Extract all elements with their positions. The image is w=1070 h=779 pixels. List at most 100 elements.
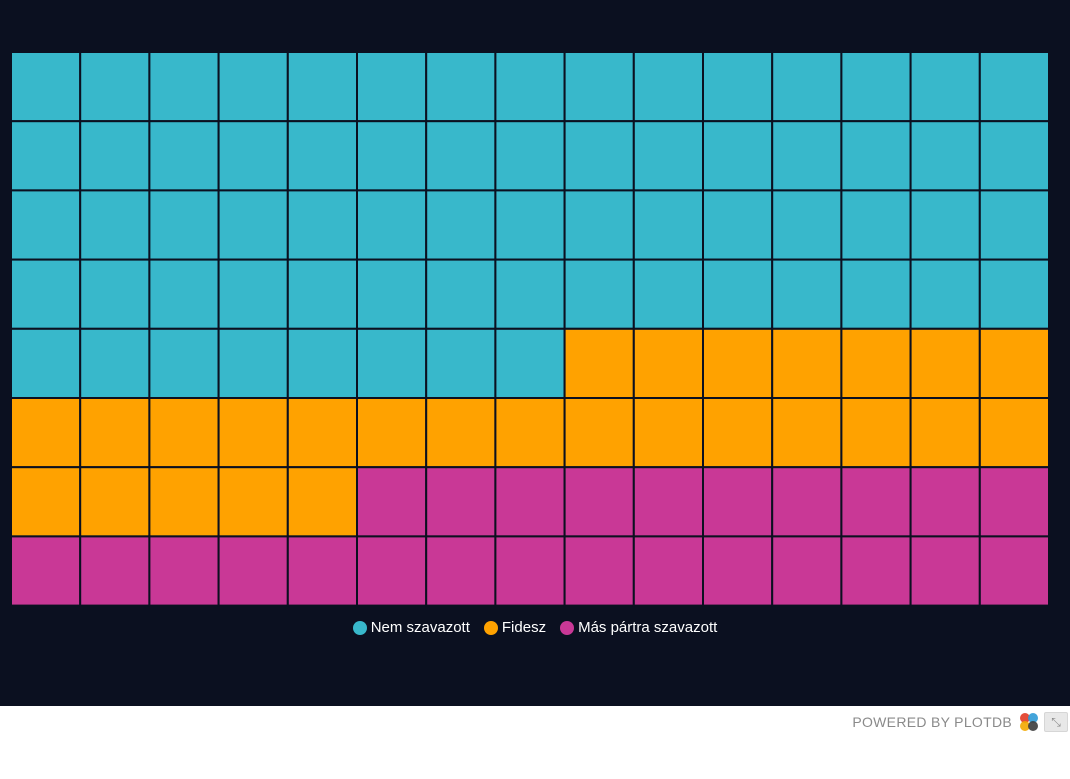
waffle-cell[interactable] (425, 466, 497, 538)
waffle-cell[interactable] (148, 535, 220, 607)
waffle-cell[interactable] (217, 52, 289, 123)
waffle-cell[interactable] (563, 258, 635, 330)
waffle-cell[interactable] (978, 52, 1050, 123)
waffle-cell[interactable] (217, 189, 289, 261)
waffle-cell[interactable] (148, 327, 220, 399)
waffle-cell[interactable] (148, 258, 220, 330)
waffle-cell[interactable] (909, 189, 981, 261)
waffle-cell[interactable] (217, 535, 289, 607)
waffle-cell[interactable] (632, 397, 704, 469)
waffle-cell[interactable] (909, 397, 981, 469)
waffle-cell[interactable] (771, 397, 843, 469)
waffle-cell[interactable] (494, 466, 566, 538)
waffle-cell[interactable] (840, 535, 912, 607)
waffle-cell[interactable] (909, 535, 981, 607)
waffle-cell[interactable] (494, 327, 566, 399)
waffle-cell[interactable] (11, 327, 82, 399)
waffle-cell[interactable] (702, 466, 774, 538)
waffle-cell[interactable] (286, 120, 358, 192)
waffle-cell[interactable] (494, 258, 566, 330)
waffle-cell[interactable] (771, 258, 843, 330)
waffle-cell[interactable] (771, 327, 843, 399)
waffle-cell[interactable] (148, 397, 220, 469)
waffle-cell[interactable] (217, 466, 289, 538)
waffle-cell[interactable] (840, 52, 912, 123)
waffle-cell[interactable] (425, 258, 497, 330)
waffle-cell[interactable] (11, 189, 82, 261)
waffle-cell[interactable] (978, 397, 1050, 469)
waffle-cell[interactable] (425, 189, 497, 261)
waffle-cell[interactable] (79, 189, 151, 261)
waffle-cell[interactable] (148, 52, 220, 123)
waffle-cell[interactable] (11, 466, 82, 538)
waffle-cell[interactable] (702, 120, 774, 192)
waffle-cell[interactable] (978, 466, 1050, 538)
waffle-cell[interactable] (840, 120, 912, 192)
waffle-cell[interactable] (11, 535, 82, 607)
waffle-cell[interactable] (563, 397, 635, 469)
waffle-cell[interactable] (771, 120, 843, 192)
waffle-cell[interactable] (356, 466, 428, 538)
waffle-cell[interactable] (702, 397, 774, 469)
waffle-cell[interactable] (356, 327, 428, 399)
waffle-cell[interactable] (909, 52, 981, 123)
waffle-cell[interactable] (11, 52, 82, 123)
waffle-cell[interactable] (909, 327, 981, 399)
waffle-cell[interactable] (840, 258, 912, 330)
waffle-cell[interactable] (79, 258, 151, 330)
waffle-cell[interactable] (978, 535, 1050, 607)
waffle-cell[interactable] (11, 120, 82, 192)
waffle-cell[interactable] (702, 52, 774, 123)
waffle-cell[interactable] (217, 397, 289, 469)
waffle-cell[interactable] (148, 120, 220, 192)
waffle-cell[interactable] (286, 52, 358, 123)
waffle-cell[interactable] (217, 120, 289, 192)
waffle-cell[interactable] (978, 120, 1050, 192)
waffle-cell[interactable] (840, 466, 912, 538)
waffle-cell[interactable] (771, 466, 843, 538)
waffle-cell[interactable] (217, 258, 289, 330)
waffle-cell[interactable] (148, 466, 220, 538)
waffle-cell[interactable] (356, 189, 428, 261)
waffle-cell[interactable] (978, 258, 1050, 330)
waffle-cell[interactable] (702, 189, 774, 261)
waffle-cell[interactable] (79, 327, 151, 399)
legend-item[interactable]: Nem szavazott (352, 619, 470, 636)
legend-item[interactable]: Fidesz (483, 619, 546, 636)
waffle-cell[interactable] (909, 466, 981, 538)
waffle-cell[interactable] (494, 535, 566, 607)
legend-item[interactable]: Más pártra szavazott (560, 619, 717, 636)
waffle-cell[interactable] (840, 189, 912, 261)
plotdb-logo-icon[interactable] (1018, 712, 1040, 732)
waffle-cell[interactable] (632, 535, 704, 607)
waffle-cell[interactable] (563, 189, 635, 261)
waffle-cell[interactable] (286, 466, 358, 538)
waffle-cell[interactable] (79, 535, 151, 607)
waffle-cell[interactable] (494, 397, 566, 469)
waffle-cell[interactable] (356, 397, 428, 469)
waffle-cell[interactable] (563, 535, 635, 607)
waffle-cell[interactable] (286, 327, 358, 399)
waffle-cell[interactable] (840, 327, 912, 399)
waffle-cell[interactable] (632, 189, 704, 261)
waffle-cell[interactable] (286, 397, 358, 469)
waffle-cell[interactable] (494, 52, 566, 123)
waffle-cell[interactable] (286, 189, 358, 261)
waffle-cell[interactable] (425, 535, 497, 607)
waffle-cell[interactable] (702, 258, 774, 330)
waffle-cell[interactable] (356, 52, 428, 123)
waffle-cell[interactable] (978, 189, 1050, 261)
waffle-cell[interactable] (563, 120, 635, 192)
waffle-cell[interactable] (563, 327, 635, 399)
waffle-cell[interactable] (286, 535, 358, 607)
waffle-cell[interactable] (632, 327, 704, 399)
waffle-cell[interactable] (702, 327, 774, 399)
waffle-cell[interactable] (702, 535, 774, 607)
waffle-cell[interactable] (148, 189, 220, 261)
waffle-cell[interactable] (771, 189, 843, 261)
waffle-cell[interactable] (425, 52, 497, 123)
waffle-cell[interactable] (217, 327, 289, 399)
waffle-cell[interactable] (425, 120, 497, 192)
waffle-cell[interactable] (909, 120, 981, 192)
waffle-cell[interactable] (494, 189, 566, 261)
